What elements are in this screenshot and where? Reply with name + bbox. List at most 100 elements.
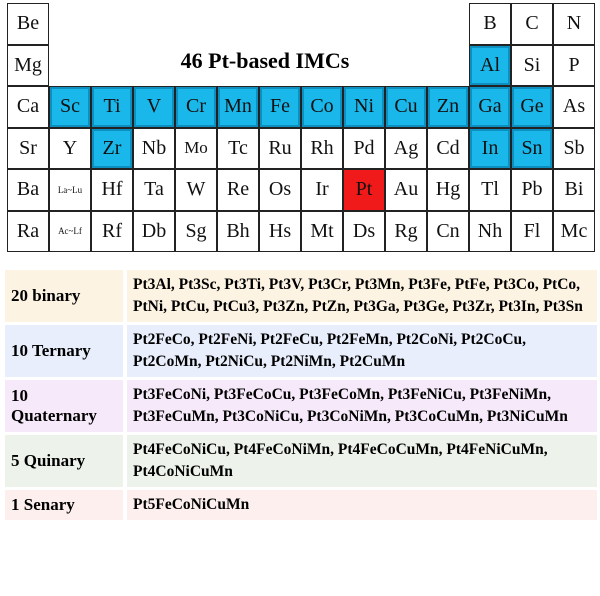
element-cell-ga: Ga bbox=[469, 86, 511, 128]
element-cell-ds: Ds bbox=[343, 210, 385, 252]
element-cell-mg: Mg bbox=[7, 44, 49, 86]
element-cell-n: N bbox=[553, 3, 595, 45]
compound-formula: Pt3Zr bbox=[452, 298, 491, 315]
compound-formula: Pt3Fe bbox=[408, 276, 448, 293]
element-cell-be: Be bbox=[7, 3, 49, 45]
compound-formula: Pt3Sn bbox=[543, 298, 583, 315]
element-cell-os: Os bbox=[259, 169, 301, 211]
element-cell-p: P bbox=[553, 44, 595, 86]
element-cell-sr: Sr bbox=[7, 127, 49, 169]
figure-title: 46 Pt-based IMCs bbox=[180, 48, 350, 73]
element-cell-db: Db bbox=[133, 210, 175, 252]
element-cell-cn: Cn bbox=[427, 210, 469, 252]
compound-formula: Pt3Zn bbox=[263, 298, 305, 315]
compound-formula: Pt4CoNiCuMn bbox=[133, 463, 233, 480]
element-cell-zr: Zr bbox=[91, 127, 133, 169]
table-row: 10 Ternary Pt2FeCo, Pt2FeNi, Pt2FeCu, Pt2… bbox=[5, 325, 597, 377]
compound-formula: PtCo bbox=[542, 276, 577, 293]
compound-formula: Pt3FeNiMn bbox=[469, 386, 548, 403]
compound-formula: Pt2FeMn bbox=[326, 331, 389, 348]
element-cell-sg: Sg bbox=[175, 210, 217, 252]
table-row: 10 Quaternary Pt3FeCoNi, Pt3FeCoCu, Pt3Fe… bbox=[5, 380, 597, 432]
compound-formula: Pt3FeCoCu bbox=[213, 386, 292, 403]
table-row: 20 binary Pt3Al, Pt3Sc, Pt3Ti, Pt3V, Pt3C… bbox=[5, 270, 597, 322]
compound-formula: Pt4FeCoNiMn bbox=[233, 441, 331, 458]
compound-formula: PtCu bbox=[170, 298, 206, 315]
compound-formula: Pt3CoCuMn bbox=[394, 408, 480, 425]
compound-formula: PtCu3 bbox=[213, 298, 256, 315]
element-cell-hg: Hg bbox=[427, 169, 469, 211]
element-cell-ru: Ru bbox=[259, 127, 301, 169]
element-cell-bh: Bh bbox=[217, 210, 259, 252]
compound-list: Pt3FeCoNi, Pt3FeCoCu, Pt3FeCoMn, Pt3FeNi… bbox=[127, 380, 597, 432]
element-cell-sc: Sc bbox=[49, 86, 91, 128]
element-cell-in: In bbox=[469, 127, 511, 169]
element-cell-cu: Cu bbox=[385, 86, 427, 128]
element-cell-as: As bbox=[553, 86, 595, 128]
element-cell-pb: Pb bbox=[511, 169, 553, 211]
compound-formula: Pt2NiMn bbox=[270, 353, 332, 370]
compound-formula: PtFe bbox=[454, 276, 486, 293]
compound-formula: Pt3Sc bbox=[178, 276, 217, 293]
element-cell-ca: Ca bbox=[7, 86, 49, 128]
compound-formula: Pt3Co bbox=[493, 276, 535, 293]
element-cell-mc: Mc bbox=[553, 210, 595, 252]
element-cell-mn: Mn bbox=[217, 86, 259, 128]
compound-formula: Pt3FeNiCu bbox=[387, 386, 462, 403]
compound-formula: Pt3Ge bbox=[403, 298, 445, 315]
category-label: 5 Quinary bbox=[5, 435, 123, 487]
element-cell-cr: Cr bbox=[175, 86, 217, 128]
element-cell-v: V bbox=[133, 86, 175, 128]
compound-formula: Pt2FeCu bbox=[260, 331, 319, 348]
element-cell-bi: Bi bbox=[553, 169, 595, 211]
element-cell-tl: Tl bbox=[469, 169, 511, 211]
compound-formula: Pt3In bbox=[498, 298, 536, 315]
element-cell-w: W bbox=[175, 169, 217, 211]
element-cell-y: Y bbox=[49, 127, 91, 169]
periodic-table: Be B C N Mg Al Si P Ca Sc Ti V Cr Mn Fe Co Ni Cu Zn Ga Ge As S… bbox=[7, 3, 595, 252]
element-cell-ta: Ta bbox=[133, 169, 175, 211]
compound-formula: Pt3NiCuMn bbox=[486, 408, 568, 425]
category-label: 10 Ternary bbox=[5, 325, 123, 377]
element-cell-ac-lf: Ac~Lf bbox=[49, 210, 91, 252]
element-cell-ti: Ti bbox=[91, 86, 133, 128]
compound-formula: Pt2FeNi bbox=[198, 331, 253, 348]
compound-formula: Pt5FeCoNiCuMn bbox=[133, 496, 250, 513]
element-cell-re: Re bbox=[217, 169, 259, 211]
element-cell-hf: Hf bbox=[91, 169, 133, 211]
element-cell-ra: Ra bbox=[7, 210, 49, 252]
element-cell-zn: Zn bbox=[427, 86, 469, 128]
element-cell-ir: Ir bbox=[301, 169, 343, 211]
element-cell-c: C bbox=[511, 3, 553, 45]
element-cell-ag: Ag bbox=[385, 127, 427, 169]
compound-list: Pt3Al, Pt3Sc, Pt3Ti, Pt3V, Pt3Cr, Pt3Mn,… bbox=[127, 270, 597, 322]
compound-formula: Pt3V bbox=[268, 276, 301, 293]
compound-formula: Pt2CoNi bbox=[396, 331, 454, 348]
element-cell-cd: Cd bbox=[427, 127, 469, 169]
category-label: 1 Senary bbox=[5, 490, 123, 520]
element-cell-al: Al bbox=[469, 44, 511, 86]
compound-formula: Pt2CuMn bbox=[339, 353, 406, 370]
element-cell-mt: Mt bbox=[301, 210, 343, 252]
compound-formula: Pt2NiCu bbox=[205, 353, 264, 370]
element-cell-ba: Ba bbox=[7, 169, 49, 211]
element-cell-rg: Rg bbox=[385, 210, 427, 252]
element-cell-nb: Nb bbox=[133, 127, 175, 169]
compound-list: Pt2FeCo, Pt2FeNi, Pt2FeCu, Pt2FeMn, Pt2C… bbox=[127, 325, 597, 377]
compound-formula: Pt4FeCoCuMn bbox=[337, 441, 439, 458]
compound-formula: Pt3CoNiCu bbox=[222, 408, 300, 425]
compound-formula: Pt3Al bbox=[133, 276, 171, 293]
compound-formula: Pt3Ga bbox=[353, 298, 396, 315]
compound-formula: Pt3Cr bbox=[308, 276, 348, 293]
compound-formula: Pt3FeCuMn bbox=[133, 408, 215, 425]
table-row: 5 Quinary Pt4FeCoNiCu, Pt4FeCoNiMn, Pt4Fe… bbox=[5, 435, 597, 487]
element-cell-si: Si bbox=[511, 44, 553, 86]
table-row: 1 Senary Pt5FeCoNiCuMn bbox=[5, 490, 597, 520]
compound-formula: Pt3FeCoNi bbox=[133, 386, 207, 403]
compound-formula: Pt3CoNiMn bbox=[306, 408, 388, 425]
compound-formula: Pt3Ti bbox=[224, 276, 262, 293]
compound-formula: Pt2CoCu bbox=[461, 331, 523, 348]
compound-formula: PtNi bbox=[133, 298, 164, 315]
category-label: 20 binary bbox=[5, 270, 123, 322]
element-cell-la-lu: La~Lu bbox=[49, 169, 91, 211]
